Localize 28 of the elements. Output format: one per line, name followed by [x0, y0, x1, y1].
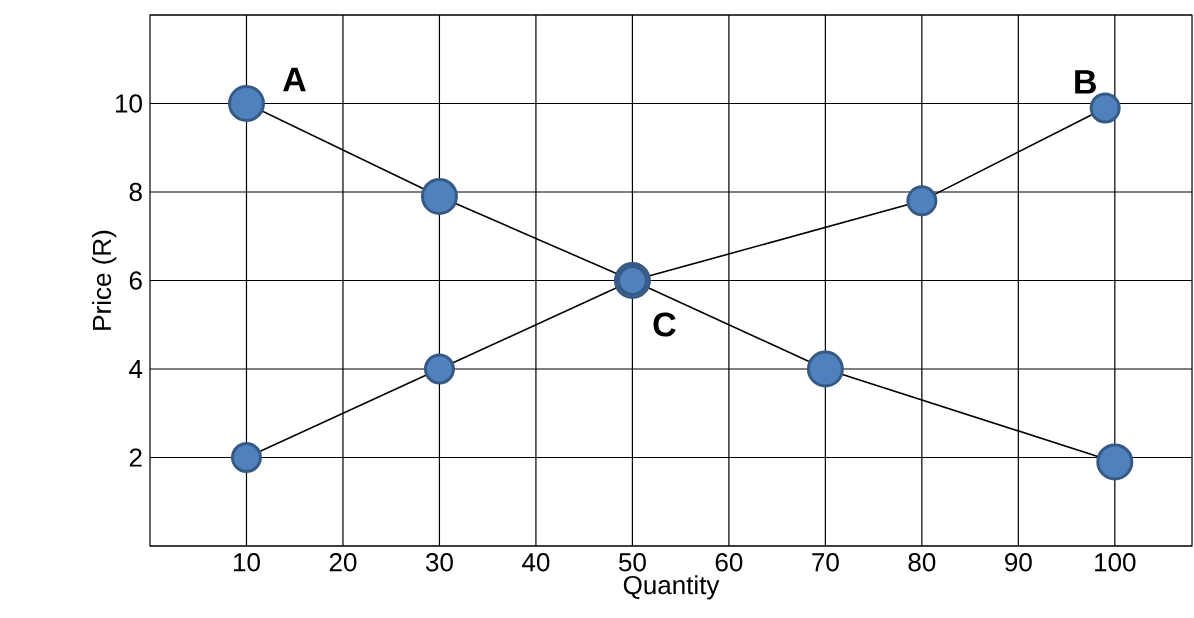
point: [1089, 92, 1121, 124]
y-tick-label: 6: [129, 271, 142, 290]
x-tick-label: 10: [234, 553, 260, 572]
x-tick-label: 40: [522, 553, 550, 572]
y-tick-label: 2: [129, 448, 142, 467]
x-tick-label: 80: [908, 553, 936, 572]
x-tick-label: 50: [618, 553, 646, 572]
annotation: C: [653, 312, 676, 337]
point: [906, 185, 938, 217]
x-tick-label: 90: [1005, 553, 1032, 572]
x-tick-label: 100: [1095, 553, 1136, 572]
point: [230, 442, 262, 473]
x-tick-label: 70: [812, 553, 839, 572]
y-tick-label: 4: [129, 360, 143, 378]
x-axis-title: Quantity: [623, 575, 720, 600]
y-axis-title: Price (R): [92, 230, 117, 330]
y-tick-label: 8: [129, 182, 142, 202]
x-tick-label: 30: [425, 553, 453, 572]
x-tick-label: 60: [715, 553, 743, 572]
point: [806, 350, 844, 388]
x-tick-label: 20: [329, 553, 357, 572]
point: [1096, 443, 1134, 481]
annotation: B: [1075, 70, 1096, 94]
point: [420, 177, 458, 215]
y-tick-label: 10: [116, 94, 142, 113]
point: [423, 353, 455, 385]
point: [227, 85, 265, 122]
annotation: A: [283, 67, 306, 92]
